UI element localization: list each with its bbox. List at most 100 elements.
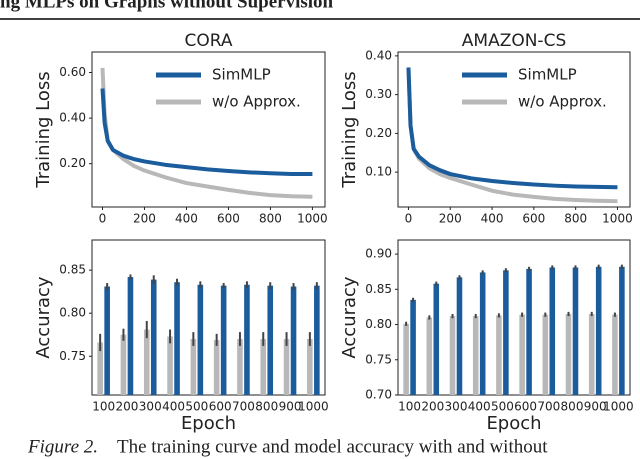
bar [237,339,243,395]
loss-line [100,88,313,176]
x-tick-label: 200 [133,212,156,226]
bar [127,277,134,395]
y-tick-label: 0.20 [365,126,392,140]
x-tick-label: 800 [564,212,587,226]
loss-line [406,67,618,190]
bar [283,339,290,395]
x-axis-label: Epoch [181,413,236,434]
x-tick-label: 1000 [297,212,328,226]
y-tick-label: 0.80 [365,317,392,331]
bar [572,267,579,395]
plot-frame [91,239,326,396]
caption-label: Figure 2. [27,436,98,457]
y-tick-label: 0.40 [365,48,392,62]
x-tick-label: 500 [491,400,514,414]
bar [410,299,416,395]
y-tick-label: 0.40 [59,111,86,125]
x-tick-label: 600 [217,212,240,226]
bar [213,339,220,395]
bar [174,282,180,395]
bar [120,334,127,395]
bar [542,314,549,395]
bar [220,285,227,395]
bar [449,316,456,395]
y-tick-label: 0.75 [365,352,392,366]
y-axis-label: Accuracy [33,276,54,359]
chart: AMAZON-CS Training Loss 0.10 0.20 0.30 0.40 0 2… [339,31,633,226]
bar [519,314,525,395]
bar [403,323,409,395]
y-tick-label: 0.20 [59,156,86,170]
bar [150,279,157,395]
bar [167,336,173,395]
chart: Accuracy Epoch 0.70 0.75 0.80 0.85 0.90 100 200 3… [339,239,634,434]
bar [314,285,320,395]
plot-frame [397,239,631,396]
bar [565,313,572,395]
y-tick-label: 0.30 [365,87,392,101]
header-title: ng MLPs on Graphs without Supervision [0,0,334,12]
x-axis-label: Epoch [486,413,541,434]
x-tick-label: 600 [209,400,232,414]
bar [612,314,618,395]
y-axis-label: Training Loss [339,71,360,188]
bar [456,277,463,395]
y-tick-label: 0.90 [365,247,392,261]
bar [479,272,486,395]
x-tick-label: 1000 [603,400,634,414]
x-tick-label: 800 [259,212,282,226]
x-tick-label: 200 [439,212,462,226]
bar [426,317,433,395]
x-tick-label: 1000 [602,212,633,226]
bar [549,267,556,395]
x-tick-label: 100 [92,400,115,414]
bar [526,268,532,395]
y-axis-label: Accuracy [339,276,360,359]
x-tick-label: 400 [175,212,198,226]
caption-text: The training curve and model accuracy wi… [117,436,548,457]
legend-label: SimMLP [518,66,577,84]
x-tick-label: 0 [99,212,107,226]
bar [104,286,110,395]
chart: Accuracy Epoch 0.75 0.80 0.85 100 200 300 400 500… [33,239,329,434]
y-tick-label: 0.85 [365,282,392,296]
x-tick-label: 1000 [298,400,329,414]
chart-title: CORA [184,31,232,51]
bar [496,315,502,395]
bar [97,342,103,395]
x-tick-label: 700 [537,400,560,414]
plot-frame [91,51,326,208]
bar [595,266,602,395]
bar [472,316,479,395]
bar [588,313,595,395]
y-tick-label: 0.70 [365,388,392,402]
x-tick-label: 600 [514,400,537,414]
bar [260,339,267,395]
x-tick-label: 300 [445,400,468,414]
plot-frame [397,51,631,208]
x-tick-label: 800 [561,400,584,414]
y-tick-label: 0.10 [365,165,392,179]
x-tick-label: 400 [481,212,504,226]
x-tick-label: 900 [279,400,302,414]
bar [143,329,150,395]
x-tick-label: 100 [398,400,421,414]
legend-label: w/o Approx. [212,93,301,111]
x-tick-label: 200 [115,400,138,414]
bar [433,283,440,395]
bar [619,266,625,395]
x-tick-label: 500 [185,400,208,414]
y-tick-label: 0.85 [59,263,86,277]
bar [197,284,204,395]
x-tick-label: 400 [162,400,185,414]
legend-label: w/o Approx. [518,93,607,111]
x-tick-label: 800 [255,400,278,414]
bar [244,284,250,395]
chart-title: AMAZON-CS [462,31,566,51]
y-axis-label: Training Loss [33,71,54,188]
loss-line [100,67,313,199]
bar [307,339,313,395]
y-tick-label: 0.60 [59,65,86,79]
legend-label: SimMLP [212,66,271,84]
